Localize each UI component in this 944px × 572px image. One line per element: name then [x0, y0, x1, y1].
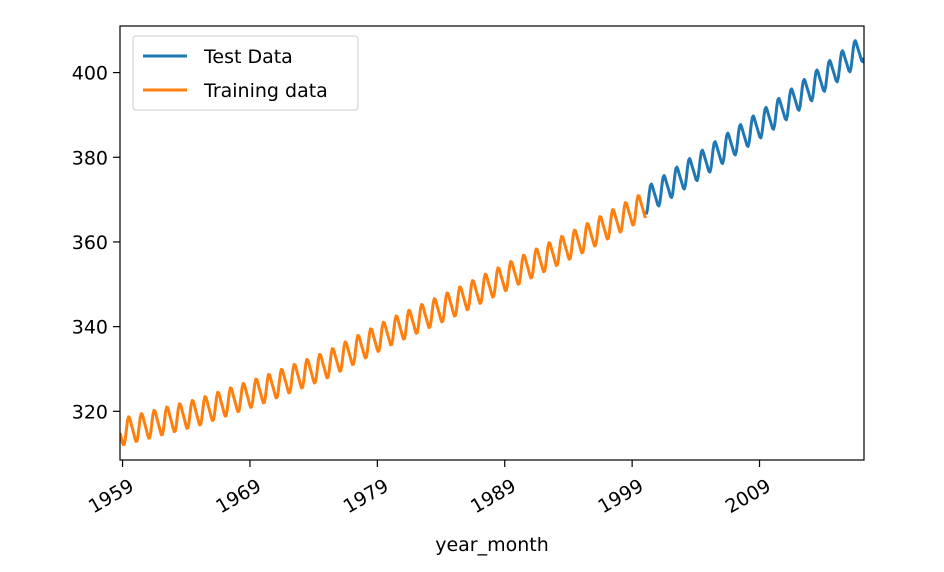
legend: Test Data Training data — [132, 35, 359, 111]
series-layer — [120, 39, 864, 447]
x-axis: 1959 1969 1979 1989 1999 2009 — [85, 460, 775, 518]
x-tick-label: 1959 — [85, 475, 138, 518]
plot-frame — [119, 25, 865, 461]
x-tick-label: 1969 — [212, 475, 265, 518]
x-tick-label: 2009 — [722, 475, 775, 518]
y-tick-label: 380 — [72, 147, 108, 169]
x-tick-label: 1989 — [467, 475, 520, 518]
legend-label-training-data: Training data — [203, 80, 328, 102]
series-line-test-data — [644, 39, 864, 215]
y-tick-label: 340 — [72, 317, 108, 339]
x-tick-label: 1999 — [594, 475, 647, 518]
x-axis-label: year_month — [435, 534, 549, 556]
legend-box — [132, 35, 359, 111]
legend-label-test-data: Test Data — [203, 46, 293, 68]
y-tick-label: 400 — [72, 63, 108, 85]
y-tick-label: 320 — [72, 401, 108, 423]
y-axis: 320 340 360 380 400 — [72, 63, 120, 423]
x-tick-label: 1979 — [340, 475, 393, 518]
series-line-training-data — [120, 194, 647, 447]
y-tick-label: 360 — [72, 232, 108, 254]
